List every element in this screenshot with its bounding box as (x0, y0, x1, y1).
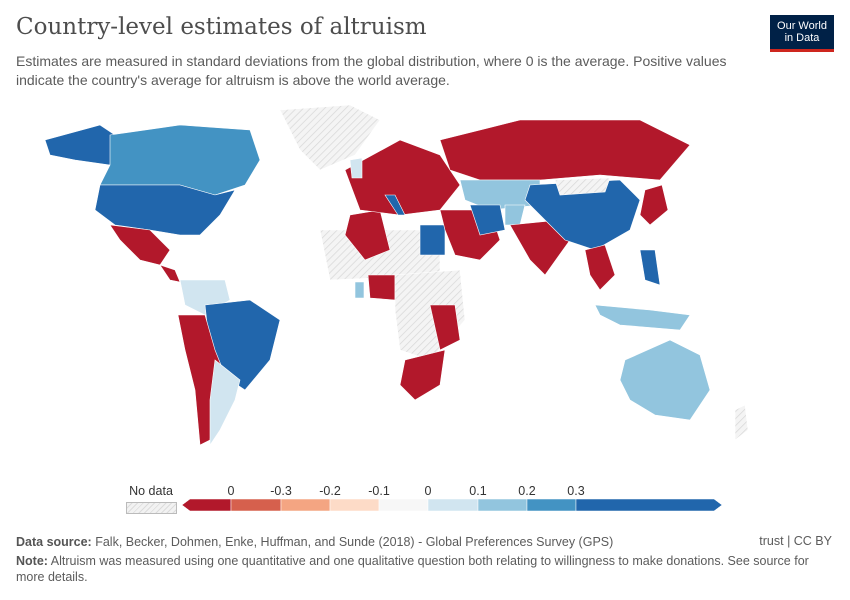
region-europe[interactable] (344, 139, 461, 216)
region-alaska[interactable] (44, 124, 116, 166)
region-nigeria[interactable] (367, 274, 396, 301)
legend-bin[interactable] (181, 498, 232, 512)
legend-bin[interactable] (280, 498, 331, 512)
region-canada[interactable] (99, 124, 261, 196)
region-southeast-asia[interactable] (584, 244, 616, 291)
region-east-africa[interactable] (429, 304, 461, 351)
legend-tick-label: 0.1 (469, 484, 487, 498)
region-uk[interactable] (349, 157, 363, 179)
legend-tick-label: 0.2 (518, 484, 536, 498)
region-south-africa[interactable] (399, 349, 446, 401)
note: Note: Altruism was measured using one qu… (16, 553, 816, 585)
source-label: Data source: (16, 535, 92, 549)
no-data-label: No data (129, 484, 173, 498)
region-afghanistan[interactable] (504, 204, 526, 226)
logo-text: Our World (777, 20, 827, 32)
legend-tick-label: -0.2 (319, 484, 341, 498)
legend-bin[interactable] (575, 498, 723, 512)
region-argentina[interactable] (209, 359, 241, 446)
region-mongolia[interactable] (554, 177, 611, 196)
note-label: Note: (16, 554, 48, 568)
legend-tick-label: -0.1 (368, 484, 390, 498)
region-egypt[interactable] (419, 224, 446, 256)
chart-title: Country-level estimates of altruism (16, 14, 427, 40)
region-greenland[interactable] (279, 104, 381, 171)
region-new-zealand[interactable] (734, 404, 749, 441)
legend-bin[interactable] (526, 498, 577, 512)
region-usa[interactable] (94, 184, 236, 236)
region-australia[interactable] (619, 339, 711, 421)
legend-color-bar (181, 498, 723, 512)
region-japan-korea[interactable] (639, 184, 669, 226)
color-legend: No data 0 -0.3 -0.2 -0.1 0 0.1 0.2 0.3 (0, 478, 850, 518)
legend-tick-label: -0.3 (270, 484, 292, 498)
source-text[interactable]: Falk, Becker, Dohmen, Enke, Huffman, and… (91, 535, 614, 549)
no-data-swatch[interactable] (126, 502, 177, 514)
legend-bin[interactable] (329, 498, 380, 512)
region-russia[interactable] (439, 119, 691, 181)
region-philippines[interactable] (639, 249, 661, 286)
chart-subtitle: Estimates are measured in standard devia… (16, 53, 727, 88)
legend-bin[interactable] (230, 498, 282, 512)
region-italy[interactable] (384, 194, 406, 216)
data-source: Data source: Falk, Becker, Dohmen, Enke,… (16, 534, 613, 550)
region-ghana[interactable] (354, 281, 365, 299)
logo-text: in Data (784, 32, 820, 44)
legend-tick-label: 0.3 (567, 484, 585, 498)
region-central-america[interactable] (159, 264, 181, 283)
legend-bin[interactable] (477, 498, 528, 512)
note-text: Altruism was measured using one quantita… (16, 554, 809, 584)
world-map[interactable] (0, 100, 850, 475)
legend-bin[interactable] (427, 498, 479, 512)
legend-tick-label: 0 (424, 484, 432, 498)
owid-logo[interactable]: Our World in Data (770, 15, 834, 52)
region-indonesia[interactable] (594, 304, 691, 331)
license[interactable]: trust | CC BY (759, 534, 832, 548)
legend-bin[interactable] (378, 498, 429, 512)
legend-tick-label: 0 (227, 484, 235, 498)
region-iran[interactable] (469, 204, 506, 236)
